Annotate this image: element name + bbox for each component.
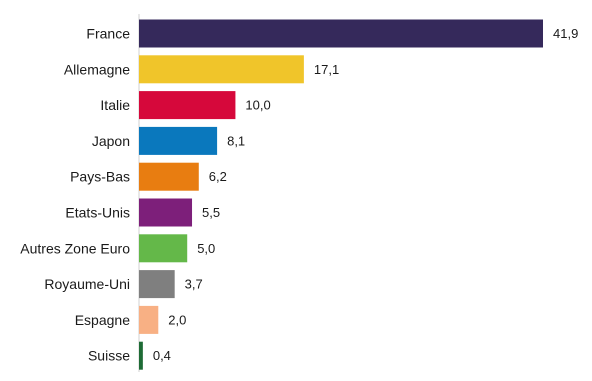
value-label-italie: 10,0 xyxy=(245,98,270,113)
bar-france xyxy=(139,19,543,48)
value-label-suisse: 0,4 xyxy=(153,348,171,363)
category-label-japon: Japon xyxy=(92,133,130,149)
bar-etats-unis xyxy=(139,198,193,227)
bar-royaume-uni xyxy=(139,270,175,299)
bar-pays-bas xyxy=(139,162,199,191)
category-label-italie: Italie xyxy=(100,97,130,113)
category-label-suisse: Suisse xyxy=(88,348,130,364)
value-label-espagne: 2,0 xyxy=(168,312,186,327)
category-label-autres-zone-euro: Autres Zone Euro xyxy=(20,240,130,256)
bar-allemagne xyxy=(139,55,304,84)
bar-japon xyxy=(139,126,218,155)
value-label-japon: 8,1 xyxy=(227,133,245,148)
value-label-france: 41,9 xyxy=(553,26,578,41)
category-label-pays-bas: Pays-Bas xyxy=(70,169,130,185)
bar-espagne xyxy=(139,305,159,334)
bar-autres-zone-euro xyxy=(139,234,188,263)
value-label-pays-bas: 6,2 xyxy=(209,169,227,184)
category-label-etats-unis: Etats-Unis xyxy=(65,205,130,221)
value-labels: 41,9 17,1 10,0 8,1 6,2 5,5 5,0 3,7 2,0 0,4 xyxy=(153,26,578,363)
value-label-royaume-uni: 3,7 xyxy=(185,277,203,292)
value-label-autres-zone-euro: 5,0 xyxy=(197,241,215,256)
bars-layer xyxy=(139,19,543,370)
value-label-allemagne: 17,1 xyxy=(314,62,339,77)
category-label-espagne: Espagne xyxy=(75,312,130,328)
value-label-etats-unis: 5,5 xyxy=(202,205,220,220)
bar-italie xyxy=(139,91,236,120)
category-label-france: France xyxy=(86,26,130,42)
category-labels: France Allemagne Italie Japon Pays-Bas Etats-… xyxy=(20,26,130,364)
category-label-royaume-uni: Royaume-Uni xyxy=(44,276,130,292)
bar-suisse xyxy=(139,341,143,370)
category-label-allemagne: Allemagne xyxy=(64,61,130,77)
